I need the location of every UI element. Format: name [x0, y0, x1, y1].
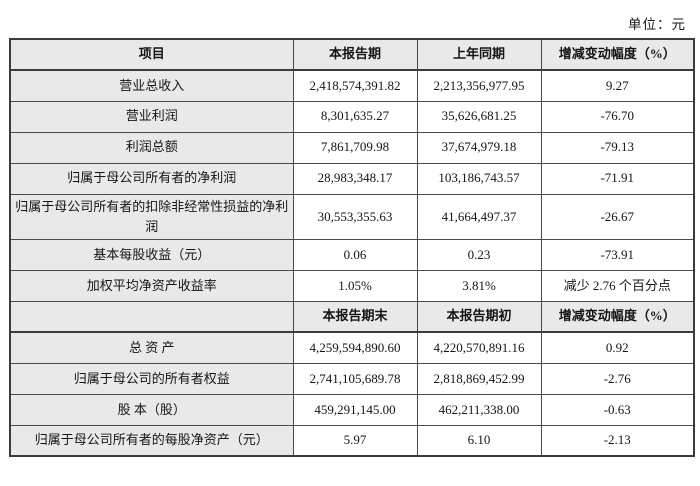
row-label: 营业利润: [9, 100, 294, 133]
row-label: 归属于母公司所有者的每股净资产（元）: [9, 424, 294, 457]
value-current: 30,553,355.63: [292, 193, 418, 240]
value-change: 减少 2.76 个百分点: [540, 269, 695, 302]
value-change: -79.13: [540, 131, 695, 164]
value-prior: 103,186,743.57: [416, 162, 542, 195]
value-current: 0.06: [292, 238, 418, 271]
table-row: 加权平均净资产收益率 1.05% 3.81% 减少 2.76 个百分点: [9, 269, 695, 302]
value-current: 459,291,145.00: [292, 393, 418, 426]
value-current: 8,301,635.27: [292, 100, 418, 133]
row-label: 利润总额: [9, 131, 294, 164]
row-label: 归属于母公司所有者的净利润: [9, 162, 294, 195]
table-header-period: 项目 本报告期 上年同期 增减变动幅度（%）: [9, 38, 695, 71]
value-change: -71.91: [540, 162, 695, 195]
table-row: 股 本（股） 459,291,145.00 462,211,338.00 -0.…: [9, 393, 695, 426]
value-prior: 6.10: [416, 424, 542, 457]
row-label: 股 本（股）: [9, 393, 294, 426]
col-header-change: 增减变动幅度（%）: [540, 38, 695, 71]
unit-label: 单位：元: [628, 17, 686, 32]
value-change: -76.70: [540, 100, 695, 133]
table-row: 归属于母公司所有者的每股净资产（元） 5.97 6.10 -2.13: [9, 424, 695, 457]
value-prior: 2,213,356,977.95: [416, 69, 542, 102]
col-header-current-period: 本报告期: [292, 38, 418, 71]
value-current: 1.05%: [292, 269, 418, 302]
table-row: 利润总额 7,861,709.98 37,674,979.18 -79.13: [9, 131, 695, 164]
table-row: 归属于母公司所有者的扣除非经常性损益的净利润 30,553,355.63 41,…: [9, 193, 695, 240]
row-label: 归属于母公司所有者的扣除非经常性损益的净利润: [9, 193, 294, 240]
value-prior: 41,664,497.37: [416, 193, 542, 240]
value-change: -2.13: [540, 424, 695, 457]
row-label: 归属于母公司的所有者权益: [9, 362, 294, 395]
col-header-period-start: 本报告期初: [416, 300, 542, 334]
table-row: 基本每股收益（元） 0.06 0.23 -73.91: [9, 238, 695, 271]
col-header-empty: [9, 300, 294, 334]
table-header-balance: 本报告期末 本报告期初 增减变动幅度（%）: [9, 300, 695, 334]
value-change: 9.27: [540, 69, 695, 102]
value-current: 4,259,594,890.60: [292, 331, 418, 364]
table-row: 归属于母公司所有者的净利润 28,983,348.17 103,186,743.…: [9, 162, 695, 195]
value-current: 28,983,348.17: [292, 162, 418, 195]
value-prior: 0.23: [416, 238, 542, 271]
value-current: 7,861,709.98: [292, 131, 418, 164]
col-header-period-end: 本报告期末: [292, 300, 418, 334]
table-row: 营业利润 8,301,635.27 35,626,681.25 -76.70: [9, 100, 695, 133]
value-prior: 2,818,869,452.99: [416, 362, 542, 395]
table-row: 归属于母公司的所有者权益 2,741,105,689.78 2,818,869,…: [9, 362, 695, 395]
row-label: 营业总收入: [9, 69, 294, 102]
value-change: -2.76: [540, 362, 695, 395]
value-change: -73.91: [540, 238, 695, 271]
value-prior: 37,674,979.18: [416, 131, 542, 164]
row-label: 基本每股收益（元）: [9, 238, 294, 271]
value-prior: 3.81%: [416, 269, 542, 302]
row-label: 加权平均净资产收益率: [9, 269, 294, 302]
financial-summary-table: 项目 本报告期 上年同期 增减变动幅度（%） 营业总收入 2,418,574,3…: [9, 38, 695, 458]
value-change: 0.92: [540, 331, 695, 364]
value-prior: 4,220,570,891.16: [416, 331, 542, 364]
value-current: 2,418,574,391.82: [292, 69, 418, 102]
value-current: 5.97: [292, 424, 418, 457]
table-row: 总 资 产 4,259,594,890.60 4,220,570,891.16 …: [9, 331, 695, 364]
value-prior: 462,211,338.00: [416, 393, 542, 426]
row-label: 总 资 产: [9, 331, 294, 364]
value-change: -0.63: [540, 393, 695, 426]
col-header-change-2: 增减变动幅度（%）: [540, 300, 695, 334]
value-prior: 35,626,681.25: [416, 100, 542, 133]
value-change: -26.67: [540, 193, 695, 240]
col-header-prior-period: 上年同期: [416, 38, 542, 71]
table-row: 营业总收入 2,418,574,391.82 2,213,356,977.95 …: [9, 69, 695, 102]
col-header-item: 项目: [9, 38, 294, 71]
value-current: 2,741,105,689.78: [292, 362, 418, 395]
